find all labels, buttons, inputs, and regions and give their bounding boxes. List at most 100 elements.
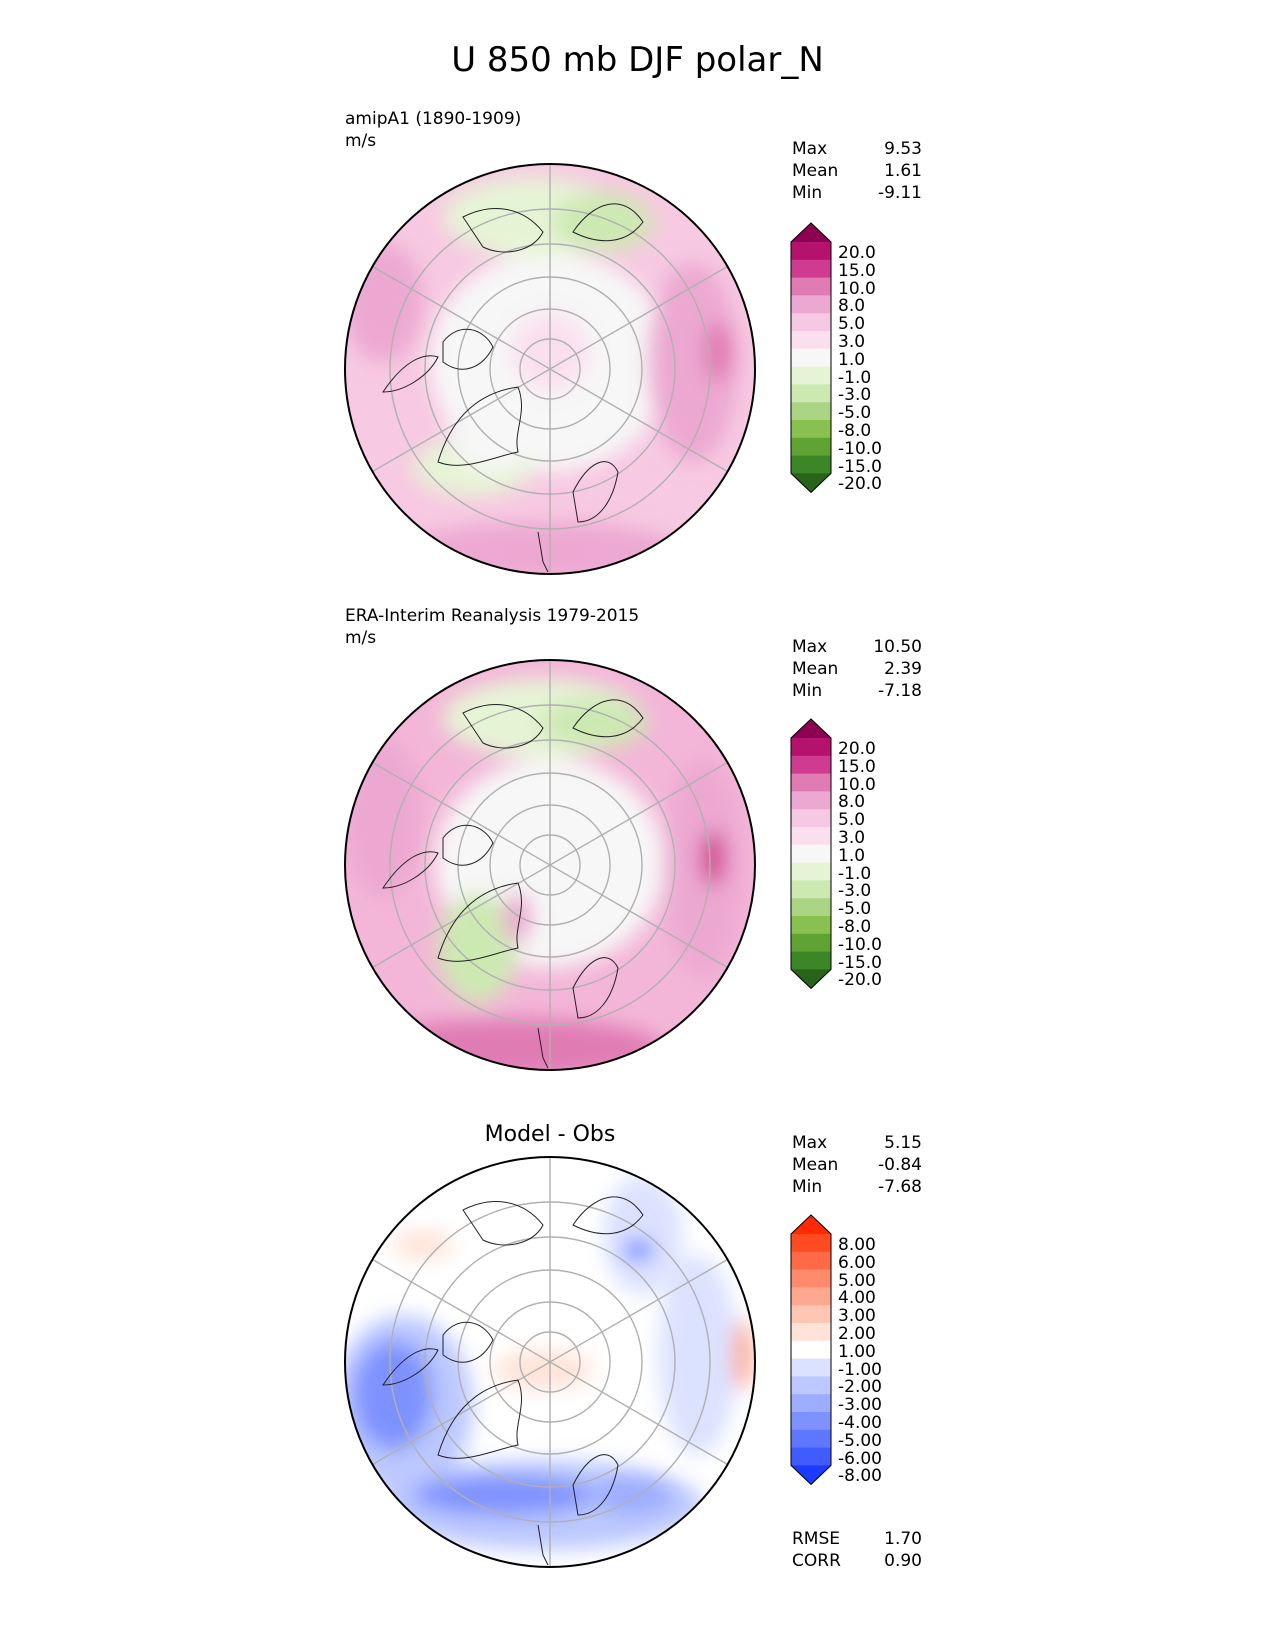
colorbar-segment [791, 1340, 831, 1360]
colorbar-2-labels: 20.0 15.0 10.0 8.0 5.0 3.0 1.0 -1.0 -3.0… [838, 739, 908, 991]
cb-label: 6.00 [838, 1252, 876, 1273]
cb-label: 10.0 [838, 774, 876, 795]
panel-2-title-block: ERA-Interim Reanalysis 1979-2015 m/s [345, 605, 639, 649]
colorbar-segment [791, 1251, 831, 1271]
colorbar-segment [791, 844, 831, 864]
colorbar-segment [791, 898, 831, 917]
stat-min: Min -7.18 [792, 681, 922, 701]
colorbar-extend-top [791, 1215, 831, 1234]
colorbar-segment [791, 348, 831, 368]
colorbar-field-1 [790, 222, 832, 494]
colorbar-segment [791, 1412, 831, 1431]
cb-label: -5.0 [838, 899, 872, 920]
coastlines [382, 203, 644, 573]
cb-label: 2.00 [838, 1323, 876, 1344]
cb-label: -3.0 [838, 385, 872, 406]
colorbar-segment [791, 1394, 831, 1413]
colorbar-segment [791, 951, 831, 970]
colorbar-segment [791, 455, 831, 474]
cb-label: 8.0 [838, 792, 866, 813]
cb-label: -3.00 [838, 1395, 882, 1416]
colorbar-segment [791, 755, 831, 775]
colorbar-segment [791, 1376, 831, 1395]
colorbar-segment [791, 1305, 831, 1324]
cb-label: 20.0 [838, 739, 876, 759]
colorbar-field-2 [790, 718, 832, 990]
colorbar-segment [791, 809, 831, 828]
cb-label: 10.0 [838, 278, 876, 299]
colorbar-segment [791, 1429, 831, 1449]
polar-map-obs [344, 659, 756, 1071]
cb-label: 5.0 [838, 810, 866, 831]
cb-label: 8.00 [838, 1235, 876, 1255]
panel-1-title-block: amipA1 (1890-1909) m/s [345, 108, 521, 152]
polar-map-model [344, 163, 756, 575]
colorbar-extend-top [791, 719, 831, 738]
cb-label: -5.00 [838, 1430, 882, 1451]
cb-label: 15.0 [838, 260, 876, 281]
figure-title: U 850 mb DJF polar_N [451, 40, 824, 80]
panel-3-title: Model - Obs [484, 1122, 616, 1147]
coastlines [382, 699, 644, 1069]
metric-rmse: RMSE 1.70 [792, 1529, 922, 1549]
metric-corr: CORR 0.90 [792, 1551, 922, 1571]
colorbar-segment [791, 1287, 831, 1306]
cb-label: -8.0 [838, 420, 872, 441]
stat-mean: Mean 2.39 [792, 659, 922, 679]
cb-label: 20.0 [838, 243, 876, 263]
colorbar-3-labels: 8.00 6.00 5.00 4.00 3.00 2.00 1.00 -1.00… [838, 1235, 908, 1487]
colorbar-segment [791, 827, 831, 846]
cb-label: -1.0 [838, 367, 872, 388]
colorbar-outline [790, 222, 832, 494]
cb-label: -15.0 [838, 456, 882, 477]
cb-label: -20.0 [838, 474, 882, 495]
colorbar-segment [791, 933, 831, 953]
colorbar-diff [790, 1214, 832, 1486]
colorbar-segment [791, 1234, 831, 1253]
cb-label: -10.0 [838, 438, 882, 459]
cb-label: -15.0 [838, 952, 882, 973]
panel-1-title: amipA1 (1890-1909) [345, 109, 522, 129]
stat-max: Max 10.50 [792, 637, 922, 657]
colorbar-outline [790, 718, 832, 990]
cb-label: 5.0 [838, 314, 866, 335]
cb-label: -8.0 [838, 916, 872, 937]
colorbar-segment [791, 366, 831, 385]
colorbar-segment [791, 242, 831, 261]
cb-label: 5.00 [838, 1270, 876, 1291]
colorbar-segment [791, 880, 831, 899]
stat-min: Min -7.68 [792, 1177, 922, 1197]
cb-label: -6.00 [838, 1448, 882, 1469]
colorbar-segment [791, 1358, 831, 1377]
cb-label: -1.0 [838, 863, 872, 884]
colorbar-segment [791, 313, 831, 332]
colorbar-segment [791, 295, 831, 314]
panel-3-stats: Max 5.15 Mean -0.84 Min -7.68 [792, 1132, 922, 1198]
graticule [372, 1157, 728, 1567]
colorbar-extend-bottom [791, 1465, 831, 1485]
colorbar-extend-bottom [791, 473, 831, 493]
stat-min: Min -9.11 [792, 183, 922, 203]
cb-label: -5.0 [838, 403, 872, 424]
cb-label: 4.00 [838, 1288, 876, 1309]
cb-label: -20.0 [838, 970, 882, 991]
cb-label: 3.0 [838, 827, 866, 848]
colorbar-segment [791, 402, 831, 421]
colorbar-1-labels: 20.0 15.0 10.0 8.0 5.0 3.0 1.0 -1.0 -3.0… [838, 243, 908, 495]
colorbar-extend-top [791, 223, 831, 242]
cb-label: -8.00 [838, 1466, 882, 1487]
cb-label: -10.0 [838, 934, 882, 955]
cb-label: 3.0 [838, 331, 866, 352]
polar-map-difference [344, 1156, 756, 1568]
colorbar-extend-bottom [791, 969, 831, 989]
cb-label: -4.00 [838, 1412, 882, 1433]
colorbar-segment [791, 773, 831, 792]
colorbar-segment [791, 738, 831, 757]
cb-label: -3.0 [838, 881, 872, 902]
colorbar-segment [791, 277, 831, 296]
colorbar-segment [791, 384, 831, 403]
colorbar-segment [791, 1447, 831, 1466]
stat-mean: Mean -0.84 [792, 1155, 922, 1175]
coastlines [382, 1196, 644, 1566]
cb-label: -1.00 [838, 1359, 882, 1380]
